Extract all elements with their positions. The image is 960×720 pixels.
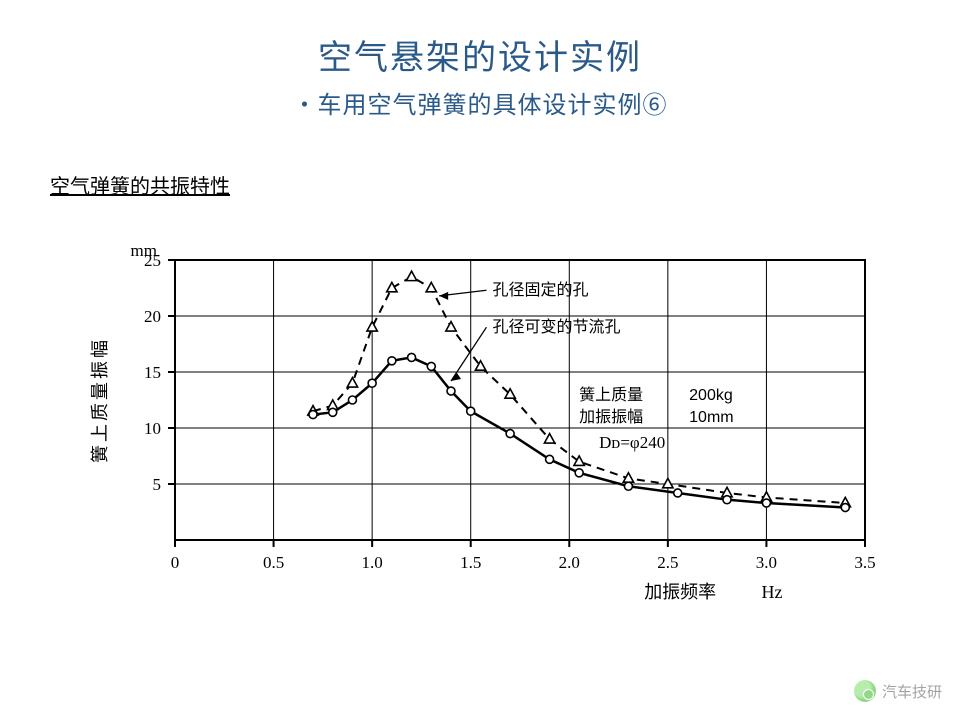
- resonance-chart: 00.51.01.52.02.53.03.5510152025mm簧上质量振幅加…: [80, 240, 900, 640]
- svg-text:1.0: 1.0: [362, 553, 383, 572]
- svg-text:0: 0: [171, 553, 180, 572]
- page-title: 空气悬架的设计实例: [0, 30, 960, 79]
- svg-text:2.5: 2.5: [657, 553, 678, 572]
- section-heading: 空气弹簧的共振特性: [50, 170, 230, 199]
- svg-text:加振振幅: 加振振幅: [579, 408, 643, 426]
- svg-text:加振频率: 加振频率: [644, 582, 716, 602]
- title-block: 空气悬架的设计实例 ・车用空气弹簧的具体设计实例⑥: [0, 0, 960, 120]
- chart-svg: 00.51.01.52.02.53.03.5510152025mm簧上质量振幅加…: [80, 240, 900, 640]
- svg-text:10mm: 10mm: [689, 409, 733, 426]
- svg-text:孔径可变的节流孔: 孔径可变的节流孔: [492, 318, 620, 336]
- watermark: 汽车技研: [854, 680, 942, 702]
- svg-text:簧上质量振幅: 簧上质量振幅: [90, 337, 110, 463]
- svg-text:1.5: 1.5: [460, 553, 481, 572]
- svg-text:Hz: Hz: [762, 582, 783, 602]
- wechat-icon: [854, 680, 876, 702]
- svg-text:5: 5: [153, 475, 162, 494]
- svg-text:15: 15: [144, 363, 161, 382]
- svg-text:孔径固定的孔: 孔径固定的孔: [492, 281, 588, 299]
- svg-text:簧上质量: 簧上质量: [579, 385, 643, 404]
- svg-text:0.5: 0.5: [263, 553, 284, 572]
- watermark-text: 汽车技研: [882, 681, 942, 702]
- svg-text:2.0: 2.0: [559, 553, 580, 572]
- svg-text:3.5: 3.5: [854, 553, 875, 572]
- svg-text:mm: mm: [131, 241, 157, 260]
- svg-text:Dᴅ=φ240: Dᴅ=φ240: [599, 433, 665, 452]
- svg-text:3.0: 3.0: [756, 553, 777, 572]
- page-subtitle: ・车用空气弹簧的具体设计实例⑥: [0, 85, 960, 120]
- svg-text:10: 10: [144, 419, 161, 438]
- svg-text:200kg: 200kg: [689, 387, 733, 404]
- svg-text:20: 20: [144, 307, 161, 326]
